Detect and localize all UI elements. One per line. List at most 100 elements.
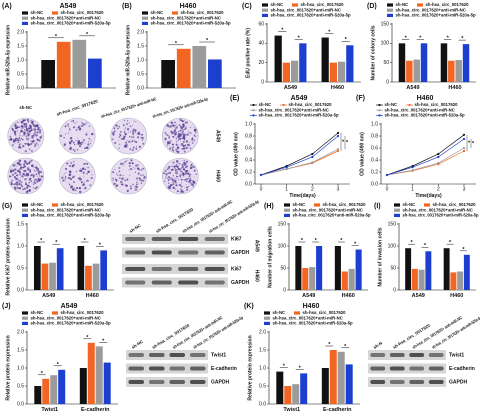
panel-label: (F) bbox=[356, 95, 365, 102]
y-tick-label: 20 bbox=[258, 60, 264, 66]
colony bbox=[26, 186, 29, 189]
colony bbox=[82, 184, 84, 186]
legend-label: sh-hsa_circ_0017620+anti-miR-520a-5p bbox=[403, 213, 479, 218]
colony bbox=[22, 135, 24, 137]
colony bbox=[179, 129, 182, 132]
colony bbox=[171, 132, 174, 135]
colony bbox=[183, 147, 186, 150]
colony bbox=[13, 183, 15, 186]
colony bbox=[91, 174, 93, 176]
legend-label: sh-NC bbox=[31, 310, 44, 315]
colony bbox=[126, 127, 130, 131]
row-label: A549 bbox=[215, 130, 221, 142]
legend-swatch bbox=[284, 203, 290, 207]
colony bbox=[185, 180, 188, 182]
legend-swatch bbox=[264, 311, 270, 315]
column-label: sh-hsa_circ_0017620+ anti-miR-NC bbox=[100, 96, 157, 119]
bar bbox=[72, 39, 87, 88]
blot-band bbox=[204, 267, 225, 271]
colony bbox=[164, 139, 166, 141]
colony bbox=[191, 137, 194, 139]
colony bbox=[24, 129, 26, 131]
bar bbox=[302, 268, 309, 290]
colony bbox=[25, 125, 28, 128]
colony bbox=[23, 173, 26, 176]
colony bbox=[78, 125, 81, 128]
colony bbox=[182, 123, 185, 126]
colony bbox=[128, 161, 131, 165]
bar bbox=[103, 362, 111, 404]
colony bbox=[134, 171, 137, 174]
colony bbox=[170, 177, 173, 181]
colony bbox=[86, 132, 87, 133]
y-axis-label: OD value (490 nm) bbox=[233, 132, 239, 176]
colony bbox=[172, 146, 175, 149]
colony bbox=[29, 143, 32, 146]
colony bbox=[186, 186, 189, 189]
colony bbox=[167, 134, 169, 137]
bar bbox=[316, 246, 323, 290]
lane-label: sh-NC bbox=[128, 223, 141, 234]
colony bbox=[74, 122, 76, 124]
y-tick-label: 1.0 bbox=[17, 365, 24, 371]
colony bbox=[193, 181, 195, 183]
y-axis-label: Number of invasion cells bbox=[377, 227, 383, 286]
colony bbox=[81, 167, 85, 171]
x-tick-label: A549 bbox=[284, 85, 297, 91]
bar bbox=[463, 254, 470, 290]
colony-dish bbox=[110, 117, 148, 155]
colony bbox=[142, 174, 145, 177]
blot-strip bbox=[368, 377, 446, 387]
colony bbox=[118, 147, 120, 149]
row-label: Ki67 bbox=[231, 236, 242, 242]
x-tick-label: 1 bbox=[285, 186, 288, 192]
colony bbox=[191, 142, 194, 144]
colony bbox=[184, 132, 186, 134]
colony bbox=[169, 140, 172, 143]
colony bbox=[68, 128, 71, 131]
y-tick-label: 60 bbox=[258, 21, 264, 27]
colony bbox=[29, 134, 31, 136]
legend-label: sh-hsa_circ_0017620+anti-miR-520a-5p bbox=[396, 13, 477, 18]
colony bbox=[130, 185, 132, 188]
colony bbox=[90, 140, 92, 142]
colony bbox=[20, 181, 23, 184]
colony bbox=[28, 129, 32, 133]
colony bbox=[78, 145, 82, 148]
colony bbox=[113, 182, 116, 186]
colony bbox=[123, 135, 125, 138]
colony bbox=[35, 124, 39, 128]
colony bbox=[29, 170, 32, 173]
colony bbox=[85, 133, 88, 136]
colony bbox=[84, 162, 86, 165]
row-label: Twist1 bbox=[211, 352, 226, 358]
panel-label: (C) bbox=[242, 3, 252, 10]
blot-strip bbox=[122, 277, 228, 288]
colony bbox=[75, 187, 79, 190]
blot-band bbox=[409, 366, 425, 371]
colony bbox=[128, 135, 131, 138]
significance-label: * bbox=[472, 141, 475, 147]
colony bbox=[166, 177, 168, 179]
colony bbox=[77, 137, 79, 139]
y-tick-label: 50 bbox=[280, 265, 286, 271]
colony bbox=[182, 136, 186, 139]
colony bbox=[183, 161, 186, 165]
colony bbox=[181, 148, 184, 150]
significance-label: * bbox=[99, 242, 102, 248]
bar bbox=[299, 43, 307, 82]
colony bbox=[189, 177, 192, 180]
colony bbox=[184, 187, 186, 188]
colony bbox=[62, 179, 65, 182]
y-tick-label: 0.0 bbox=[137, 85, 144, 91]
bar bbox=[425, 251, 432, 290]
colony bbox=[121, 178, 123, 180]
blot-band bbox=[148, 366, 165, 371]
bar bbox=[292, 384, 300, 404]
legend-label: sh-hsa_circ_0017620+anti-miR-520a-5p bbox=[273, 321, 354, 326]
blot-band bbox=[125, 267, 146, 271]
colony bbox=[90, 177, 93, 180]
colony bbox=[59, 134, 63, 138]
colony bbox=[14, 125, 16, 128]
legend-label: sh-NC bbox=[273, 310, 286, 315]
